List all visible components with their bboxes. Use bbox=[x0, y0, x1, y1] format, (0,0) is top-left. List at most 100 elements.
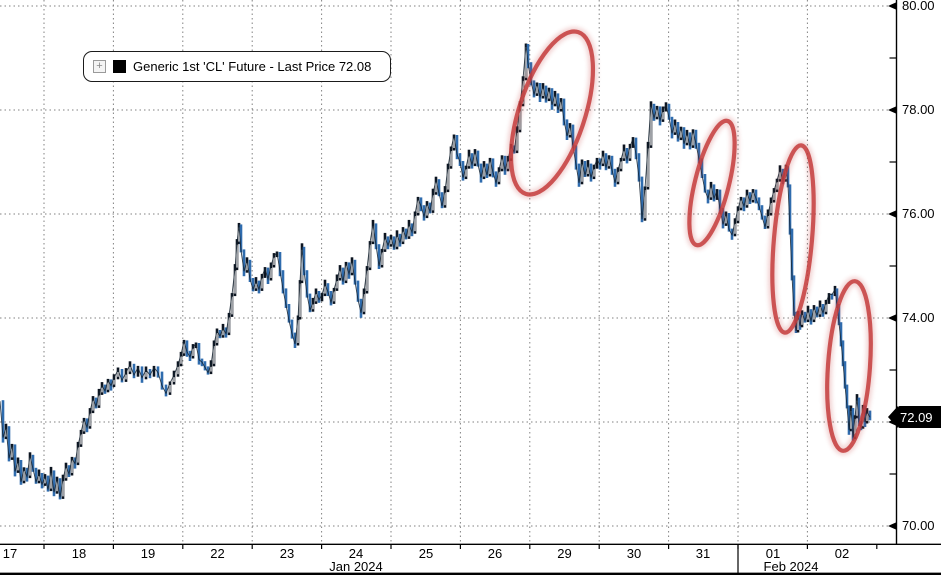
candle-down bbox=[203, 361, 207, 371]
candle-down bbox=[377, 244, 381, 269]
candle-down bbox=[120, 369, 124, 383]
candle-down bbox=[682, 127, 686, 149]
candle-up bbox=[152, 365, 156, 377]
candle-body-hollow bbox=[519, 106, 521, 130]
candle-down bbox=[721, 207, 725, 229]
candle-body-hollow bbox=[372, 226, 374, 242]
candle-down bbox=[788, 184, 792, 235]
candle-body-hollow bbox=[255, 283, 257, 289]
candle-body-hollow bbox=[779, 171, 781, 180]
candle-down bbox=[13, 444, 17, 477]
candle-body-hollow bbox=[129, 366, 131, 372]
candle-body-hollow bbox=[402, 231, 404, 242]
candle-body-hollow bbox=[11, 447, 13, 458]
candle-body-hollow bbox=[725, 216, 727, 224]
candle-body-hollow bbox=[414, 216, 416, 232]
candle-down bbox=[670, 116, 674, 139]
candle-body-hollow bbox=[369, 244, 371, 268]
candle-body-hollow bbox=[17, 463, 19, 471]
candle-body-hollow bbox=[339, 270, 341, 278]
candle-down bbox=[571, 124, 575, 149]
candle-down bbox=[485, 163, 489, 178]
candle-down bbox=[185, 340, 189, 357]
candle-body-hollow bbox=[650, 106, 652, 146]
candle-body-hollow bbox=[228, 317, 230, 333]
candle-down bbox=[652, 103, 656, 121]
x-axis-day-label: 19 bbox=[140, 546, 156, 561]
y-axis-label: 78.00 bbox=[902, 102, 935, 117]
candle-up bbox=[827, 293, 831, 304]
candle-up bbox=[595, 157, 599, 169]
candle-down bbox=[491, 158, 495, 178]
candle-body-hollow bbox=[238, 227, 240, 242]
candle-body-hollow bbox=[145, 372, 147, 377]
candle-down bbox=[837, 304, 841, 326]
candle-down bbox=[754, 189, 758, 204]
legend[interactable]: + Generic 1st 'CL' Future - Last Price 7… bbox=[83, 51, 391, 82]
candle-up bbox=[631, 137, 635, 148]
candle-body-hollow bbox=[261, 278, 263, 289]
candle-down bbox=[637, 153, 641, 182]
candle-body-hollow bbox=[216, 333, 218, 343]
candle-body-hollow bbox=[80, 434, 82, 445]
candle-down bbox=[868, 410, 872, 421]
candle-body-hollow bbox=[623, 151, 625, 159]
candle-down bbox=[863, 405, 867, 427]
x-axis-day-label: 23 bbox=[279, 546, 295, 561]
candle-down bbox=[688, 132, 692, 150]
candle-body-hollow bbox=[101, 387, 103, 393]
candle-down bbox=[843, 361, 847, 389]
candle-down bbox=[239, 224, 243, 253]
legend-expand-icon[interactable]: + bbox=[93, 60, 106, 73]
candle-down bbox=[830, 293, 834, 300]
x-axis-day-label: 31 bbox=[695, 546, 711, 561]
candle-body-hollow bbox=[710, 187, 712, 198]
candle-body-hollow bbox=[351, 262, 353, 273]
x-axis-day-label: 02 bbox=[834, 546, 850, 561]
candle-down bbox=[697, 142, 701, 164]
candle-down bbox=[589, 163, 593, 182]
candle-body-hollow bbox=[177, 366, 179, 375]
candle-down bbox=[532, 80, 536, 98]
candle-body-hollow bbox=[83, 421, 85, 432]
candle-body-hollow bbox=[856, 400, 858, 416]
candle-body-hollow bbox=[813, 309, 815, 320]
candle-body-hollow bbox=[692, 132, 694, 146]
candle-down bbox=[718, 189, 722, 214]
candle-body-hollow bbox=[773, 192, 775, 200]
candle-body-hollow bbox=[734, 223, 736, 234]
candle-body-hollow bbox=[737, 210, 739, 221]
candle-body-hollow bbox=[662, 112, 664, 120]
candle-down bbox=[7, 426, 11, 462]
candle-down bbox=[790, 228, 794, 281]
candle-down bbox=[359, 298, 363, 318]
candle-down bbox=[544, 85, 548, 103]
candle-body-hollow bbox=[593, 169, 595, 177]
candle-down bbox=[40, 473, 44, 489]
candle-body-hollow bbox=[210, 366, 212, 372]
candle-body-hollow bbox=[444, 192, 446, 206]
candle-down bbox=[613, 168, 617, 187]
candle-body-hollow bbox=[629, 148, 631, 159]
candle-down bbox=[242, 249, 246, 277]
x-axis-month-label: Feb 2024 bbox=[763, 559, 819, 574]
candle-down bbox=[847, 405, 851, 435]
candle-down bbox=[604, 153, 608, 171]
candle-down bbox=[786, 166, 790, 188]
candle-down bbox=[52, 470, 56, 497]
candle-body-hollow bbox=[117, 372, 119, 377]
candle-body-hollow bbox=[231, 296, 233, 315]
candle-body-hollow bbox=[468, 156, 470, 167]
candle-down bbox=[281, 270, 285, 294]
candle-down bbox=[398, 233, 402, 247]
candle-down bbox=[676, 122, 680, 142]
candle-down bbox=[308, 293, 312, 313]
candle-body-hollow bbox=[65, 468, 67, 479]
candle-down bbox=[839, 322, 843, 347]
candle-down bbox=[218, 330, 222, 339]
candle-body-hollow bbox=[776, 182, 778, 190]
badge-arrow-icon bbox=[888, 406, 898, 429]
candle-body-hollow bbox=[29, 457, 31, 476]
candle-body-hollow bbox=[489, 161, 491, 174]
